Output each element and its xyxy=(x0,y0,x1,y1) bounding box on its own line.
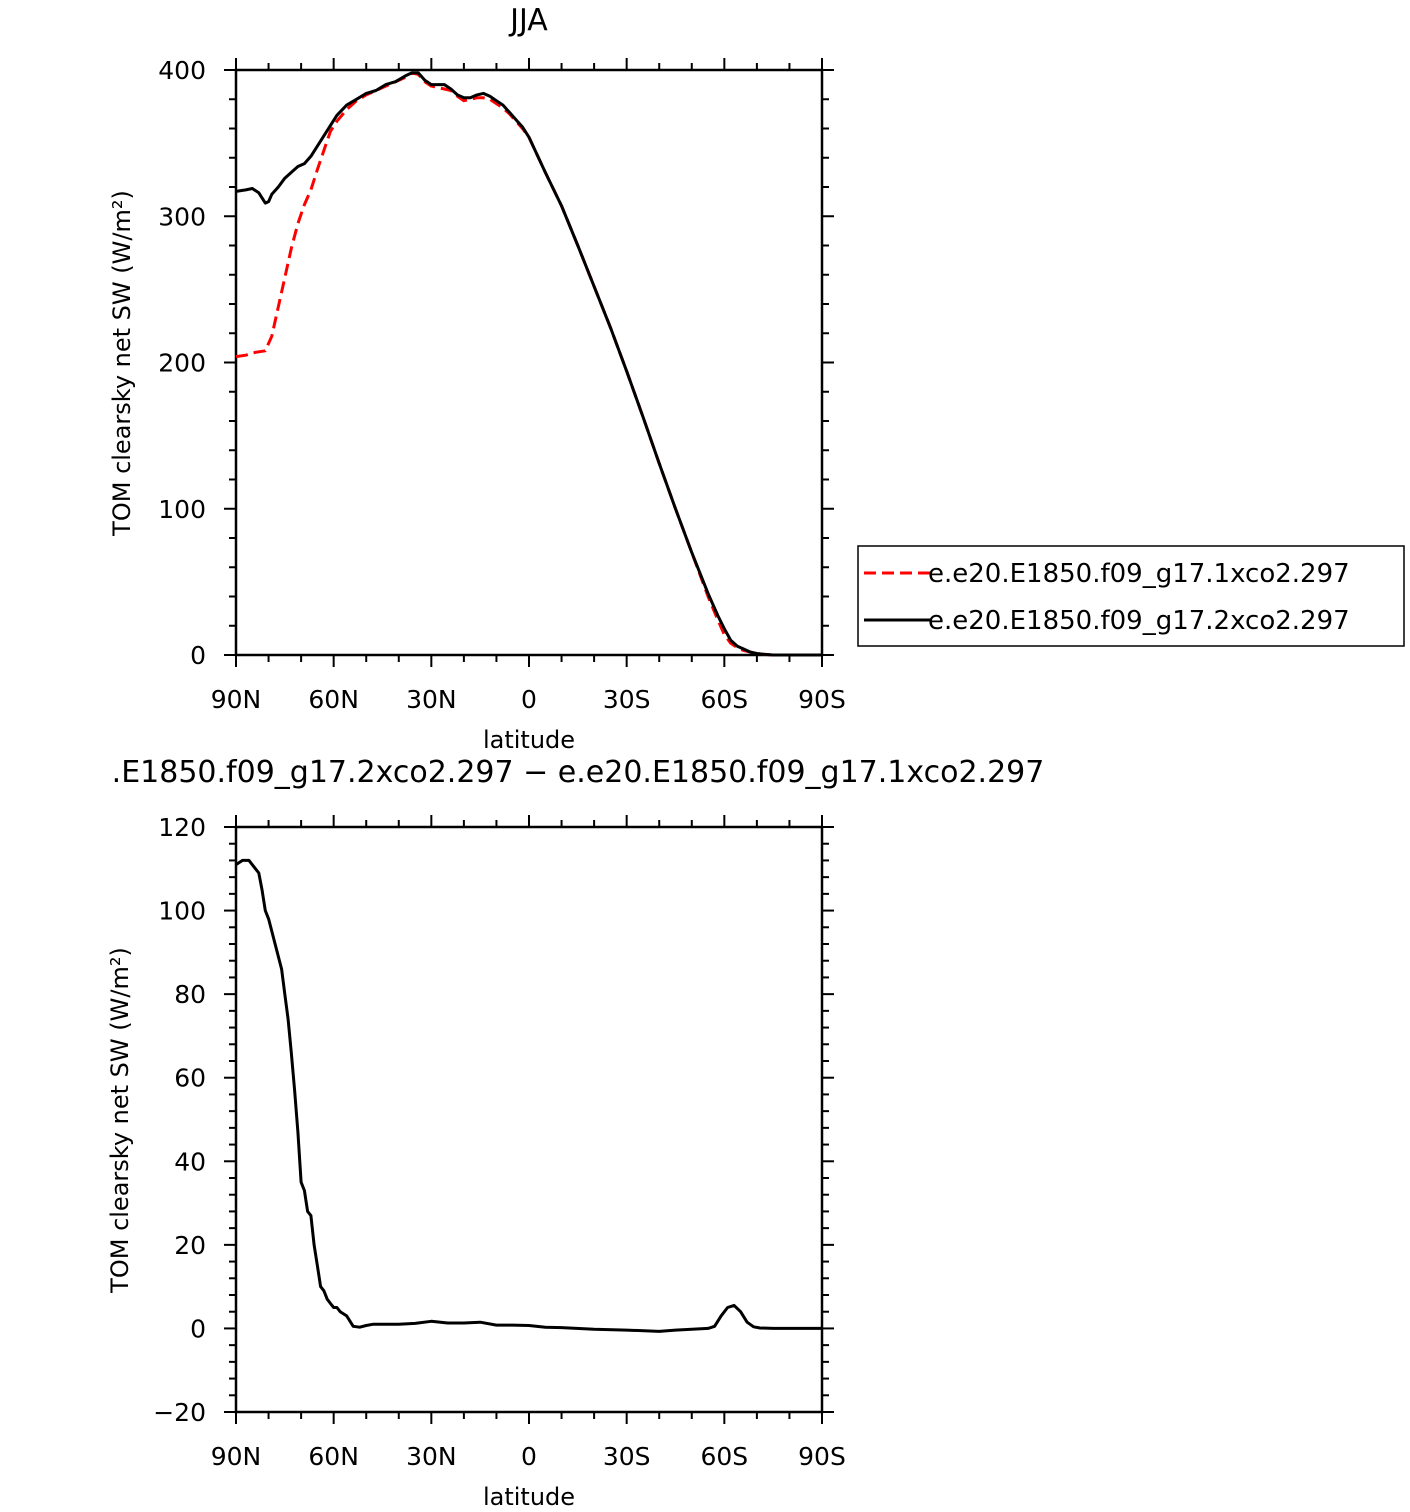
y-axis-label: TOM clearsky net SW (W/m²) xyxy=(108,190,136,537)
y-tick-label: 100 xyxy=(158,897,206,926)
x-tick-label: 30N xyxy=(406,685,457,714)
y-tick-label: 120 xyxy=(158,813,206,842)
x-tick-label: 90S xyxy=(798,685,846,714)
legend-box xyxy=(857,545,1405,647)
x-tick-label: 0 xyxy=(521,685,537,714)
x-tick-label: 90S xyxy=(798,1442,846,1471)
y-tick-label: 80 xyxy=(174,980,206,1009)
legend-label-2: e.e20.E1850.f09_g17.2xco2.297 xyxy=(928,606,1350,636)
x-tick-label: 60S xyxy=(700,1442,748,1471)
y-tick-label: 400 xyxy=(158,56,206,85)
x-axis-label: latitude xyxy=(483,726,575,754)
y-tick-label: 100 xyxy=(158,495,206,524)
x-tick-label: 90N xyxy=(211,685,262,714)
y-tick-label: 40 xyxy=(174,1147,206,1176)
y-tick-label: 0 xyxy=(190,641,206,670)
plot-frame xyxy=(234,68,824,657)
legend-label-1: e.e20.E1850.f09_g17.1xco2.297 xyxy=(928,559,1350,589)
series-line-1 xyxy=(235,858,822,1333)
plot-title: .E1850.f09_g17.2xco2.297 − e.e20.E1850.f… xyxy=(112,755,1045,790)
x-tick-label: 30S xyxy=(603,685,651,714)
series-line-2 xyxy=(235,71,822,657)
y-tick-label: 200 xyxy=(158,349,206,378)
y-tick-label: 0 xyxy=(190,1314,206,1343)
y-tick-label: 20 xyxy=(174,1231,206,1260)
bottom-plot-difference: .E1850.f09_g17.2xco2.297 − e.e20.E1850.f… xyxy=(106,755,1044,1511)
legend: e.e20.E1850.f09_g17.1xco2.297 e.e20.E1850… xyxy=(857,545,1405,647)
x-axis-label: latitude xyxy=(483,1483,575,1511)
x-tick-label: 60N xyxy=(308,685,359,714)
y-axis-label: TOM clearsky net SW (W/m²) xyxy=(106,947,134,1294)
y-tick-label: −20 xyxy=(153,1398,206,1427)
x-tick-label: 30N xyxy=(406,1442,457,1471)
plot-title: JJA xyxy=(508,3,548,38)
x-tick-label: 90N xyxy=(211,1442,262,1471)
x-tick-label: 60N xyxy=(308,1442,359,1471)
x-tick-label: 0 xyxy=(521,1442,537,1471)
top-plot-jja: JJA 90N 60N 30N 0 30S 60S 90S 0 100 200 300 400 latit… xyxy=(108,3,846,754)
x-tick-label: 60S xyxy=(700,685,748,714)
y-tick-label: 60 xyxy=(174,1064,206,1093)
x-tick-label: 30S xyxy=(603,1442,651,1471)
y-tick-label: 300 xyxy=(158,202,206,231)
series-line-1 xyxy=(235,71,822,657)
